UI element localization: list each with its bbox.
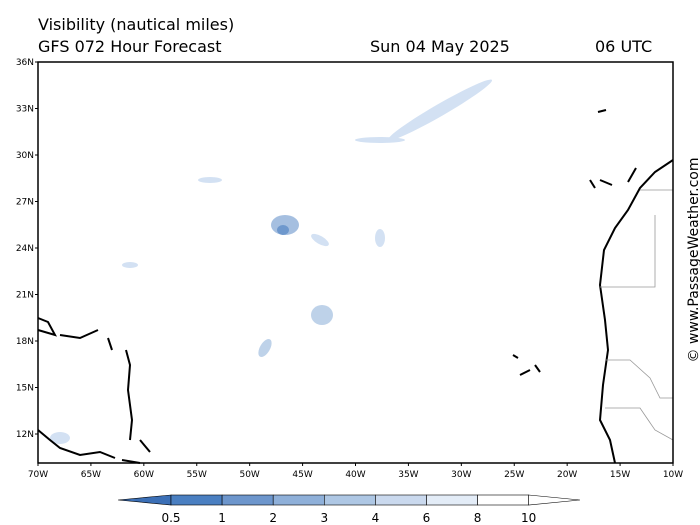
lon-label: 45W [292,470,312,480]
lon-label: 50W [239,470,259,480]
borders [600,189,674,441]
lat-label: 33N [16,105,34,115]
lon-label: 65W [81,470,101,480]
lat-label: 15N [16,384,34,394]
lon-label: 55W [187,470,207,480]
colorbar-label: 6 [423,511,431,525]
lon-label: 30W [451,470,471,480]
lat-label: 12N [16,430,34,440]
lat-label: 24N [16,244,34,254]
subtitle: GFS 072 Hour Forecast [38,37,222,56]
colorbar-label: 0.5 [161,511,180,525]
colorbar-segment [323,494,376,506]
colorbar-segment [477,494,530,506]
colorbar-label: 1 [218,511,226,525]
colorbar-label: 10 [521,511,536,525]
colorbar-segment [221,494,274,506]
date: Sun 04 May 2025 [370,37,510,56]
lon-label: 40W [345,470,365,480]
colorbar-segment [375,494,427,506]
visibility-field [50,79,493,444]
lat-label: 21N [16,291,34,301]
colorbar: 0.5 1 2 3 4 6 8 10 [117,494,581,525]
colorbar-end [528,494,581,506]
lat-label: 27N [16,198,34,208]
time: 06 UTC [595,37,652,56]
lon-label: 15W [610,470,630,480]
colorbar-label: 3 [320,511,328,525]
lon-label: 60W [134,470,154,480]
colorbar-segment [426,494,478,506]
colorbar-end [117,494,172,506]
lon-label: 20W [557,470,577,480]
lon-label: 70W [28,470,48,480]
colorbar-label: 4 [372,511,380,525]
lon-label: 35W [398,470,418,480]
colorbar-segment [170,494,223,506]
coastlines [37,109,674,464]
lat-label: 30N [16,151,34,161]
lon-label: 25W [504,470,524,480]
lat-label: 18N [16,337,34,347]
colorbar-label: 2 [269,511,277,525]
title: Visibility (nautical miles) [38,15,234,34]
lat-label: 36N [16,58,34,68]
colorbar-label: 8 [474,511,482,525]
credit: © www.PassageWeather.com [686,157,700,362]
colorbar-segment [272,494,325,506]
lon-label: 10W [663,470,683,480]
